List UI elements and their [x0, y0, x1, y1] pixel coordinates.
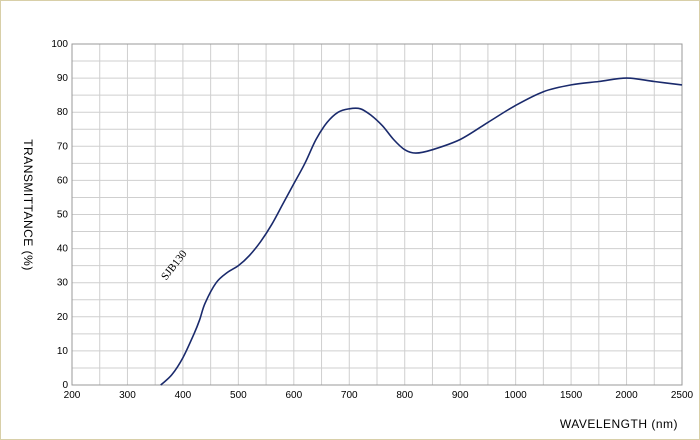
- x-tick-label: 500: [230, 390, 247, 401]
- x-tick-label: 1000: [505, 390, 528, 401]
- series-line-sjb130: [160, 77, 683, 386]
- y-tick-label: 20: [57, 312, 69, 323]
- y-tick-label: 0: [62, 380, 68, 391]
- x-tick-label: 1500: [560, 390, 583, 401]
- x-tick-label: 700: [341, 390, 358, 401]
- x-axis-label: WAVELENGTH (nm): [560, 417, 678, 431]
- y-tick-label: 30: [57, 278, 69, 289]
- plot-border: [71, 43, 683, 386]
- y-tick-label: 80: [57, 107, 69, 118]
- x-tick-label: 300: [119, 390, 136, 401]
- y-tick-label: 90: [57, 73, 69, 84]
- y-tick-labels: 0 10 20 30 40 50 60 70 80 90 100: [51, 39, 68, 391]
- x-tick-label: 2500: [671, 390, 694, 401]
- y-tick-label: 10: [57, 346, 69, 357]
- y-tick-label: 100: [51, 39, 68, 50]
- grid: [72, 44, 682, 385]
- y-axis-label: TRANSMITTANCE (%): [21, 139, 35, 271]
- y-tick-label: 60: [57, 175, 69, 186]
- x-tick-label: 600: [285, 390, 302, 401]
- x-tick-label: 800: [396, 390, 413, 401]
- x-tick-labels: 200 300 400 500 600 700 800 900 1000 1500 2000 2500: [64, 390, 694, 401]
- x-tick-label: 400: [175, 390, 192, 401]
- y-tick-label: 50: [57, 210, 69, 221]
- x-tick-label: 900: [452, 390, 469, 401]
- x-tick-label: 2000: [615, 390, 638, 401]
- y-tick-label: 40: [57, 244, 69, 255]
- y-tick-label: 70: [57, 141, 69, 152]
- x-tick-label: 200: [64, 390, 81, 401]
